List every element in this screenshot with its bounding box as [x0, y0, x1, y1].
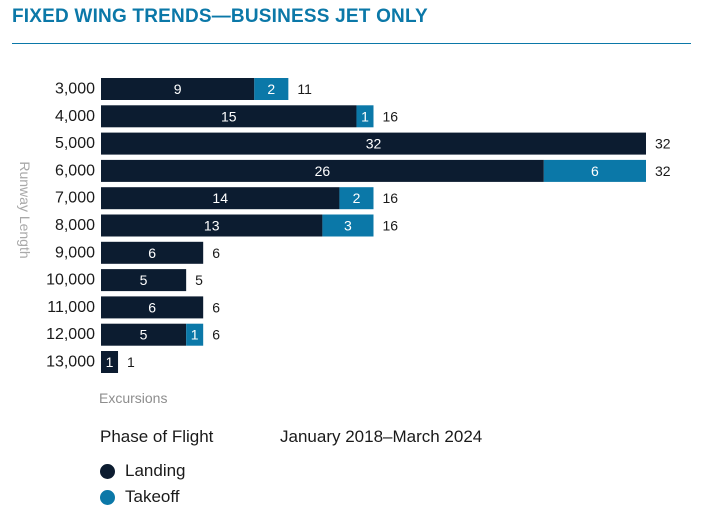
data-label-landing-12000: 5: [140, 327, 148, 343]
data-label-landing-8000: 13: [204, 218, 220, 234]
total-label-9000: 6: [212, 245, 220, 261]
bar-landing-6000: [101, 159, 544, 182]
total-label-12000: 6: [212, 327, 220, 343]
bar-landing-7000: [101, 187, 340, 210]
bar-takeoff-4000: [356, 105, 374, 128]
legend-swatch-takeoff: [100, 489, 115, 505]
total-label-5000: 32: [655, 136, 671, 152]
tick-label-13000: 13,000: [46, 354, 95, 371]
bar-landing-10000: [101, 269, 187, 292]
bar-landing-11000: [101, 296, 204, 319]
tick-label-8000: 8,000: [55, 217, 95, 234]
legend: Landing Takeoff: [100, 458, 186, 510]
tick-label-7000: 7,000: [55, 190, 95, 207]
data-label-landing-7000: 14: [212, 190, 228, 206]
bar-takeoff-12000: [186, 323, 204, 346]
tick-label-4000: 4,000: [55, 108, 95, 125]
bar-takeoff-3000: [254, 78, 289, 100]
total-label-11000: 6: [212, 299, 220, 315]
bar-landing-8000: [101, 214, 323, 237]
tick-label-5000: 5,000: [55, 135, 95, 152]
bar-landing-12000: [101, 323, 187, 346]
bar-takeoff-7000: [339, 187, 374, 210]
total-label-4000: 16: [383, 108, 399, 124]
bar-landing-3000: [101, 78, 255, 100]
total-label-6000: 32: [655, 163, 671, 179]
data-label-landing-6000: 26: [315, 163, 331, 179]
date-range: January 2018–March 2024: [280, 427, 483, 446]
data-label-takeoff-8000: 3: [344, 218, 352, 234]
title-rule: [12, 43, 691, 44]
legend-title: Phase of Flight: [100, 427, 214, 446]
total-label-3000: 11: [297, 81, 312, 97]
total-label-8000: 16: [383, 218, 399, 234]
bar-landing-5000: [101, 132, 646, 155]
data-label-takeoff-12000: 1: [191, 327, 199, 343]
bars-group: 3,000 9 2 114,000 15 1 165,000 32 326,000 26 6 327,…: [46, 78, 671, 373]
bar-takeoff-8000: [322, 214, 374, 237]
bar-landing-13000: [101, 351, 119, 373]
bar-takeoff-6000: [543, 159, 646, 182]
tick-label-3000: 3,000: [55, 81, 95, 98]
tick-label-10000: 10,000: [46, 272, 95, 289]
x-axis-label: Excursions: [99, 390, 167, 406]
data-label-landing-4000: 15: [221, 108, 237, 124]
tick-label-12000: 12,000: [46, 326, 95, 343]
data-label-takeoff-7000: 2: [353, 190, 361, 206]
legend-item-landing: Landing: [100, 458, 186, 484]
legend-swatch-landing: [100, 463, 115, 479]
bar-landing-9000: [101, 241, 204, 264]
data-label-landing-5000: 32: [366, 136, 382, 152]
data-label-landing-11000: 6: [148, 299, 156, 315]
data-label-takeoff-4000: 1: [361, 108, 369, 124]
data-label-landing-3000: 9: [174, 81, 182, 97]
chart-title: FIXED WING TRENDS—BUSINESS JET ONLY: [12, 6, 428, 27]
bar-landing-4000: [101, 105, 357, 128]
total-label-10000: 5: [195, 272, 203, 288]
legend-label-takeoff: Takeoff: [125, 487, 180, 506]
legend-item-takeoff: Takeoff: [100, 484, 186, 510]
total-label-7000: 16: [383, 190, 399, 206]
y-axis-label: Runway Length: [17, 161, 33, 258]
legend-label-landing: Landing: [125, 461, 186, 480]
bar-chart: 3,000 9 2 114,000 15 1 165,000 32 326,000 26 6 327,…: [17, 78, 671, 406]
total-label-13000: 1: [127, 354, 135, 370]
data-label-landing-10000: 5: [140, 272, 148, 288]
tick-label-11000: 11,000: [47, 299, 95, 316]
data-label-landing-9000: 6: [148, 245, 156, 261]
data-label-landing-13000: 1: [106, 354, 114, 370]
tick-label-6000: 6,000: [55, 162, 95, 179]
data-label-takeoff-3000: 2: [267, 81, 275, 97]
tick-label-9000: 9,000: [55, 244, 95, 261]
data-label-takeoff-6000: 6: [591, 163, 599, 179]
